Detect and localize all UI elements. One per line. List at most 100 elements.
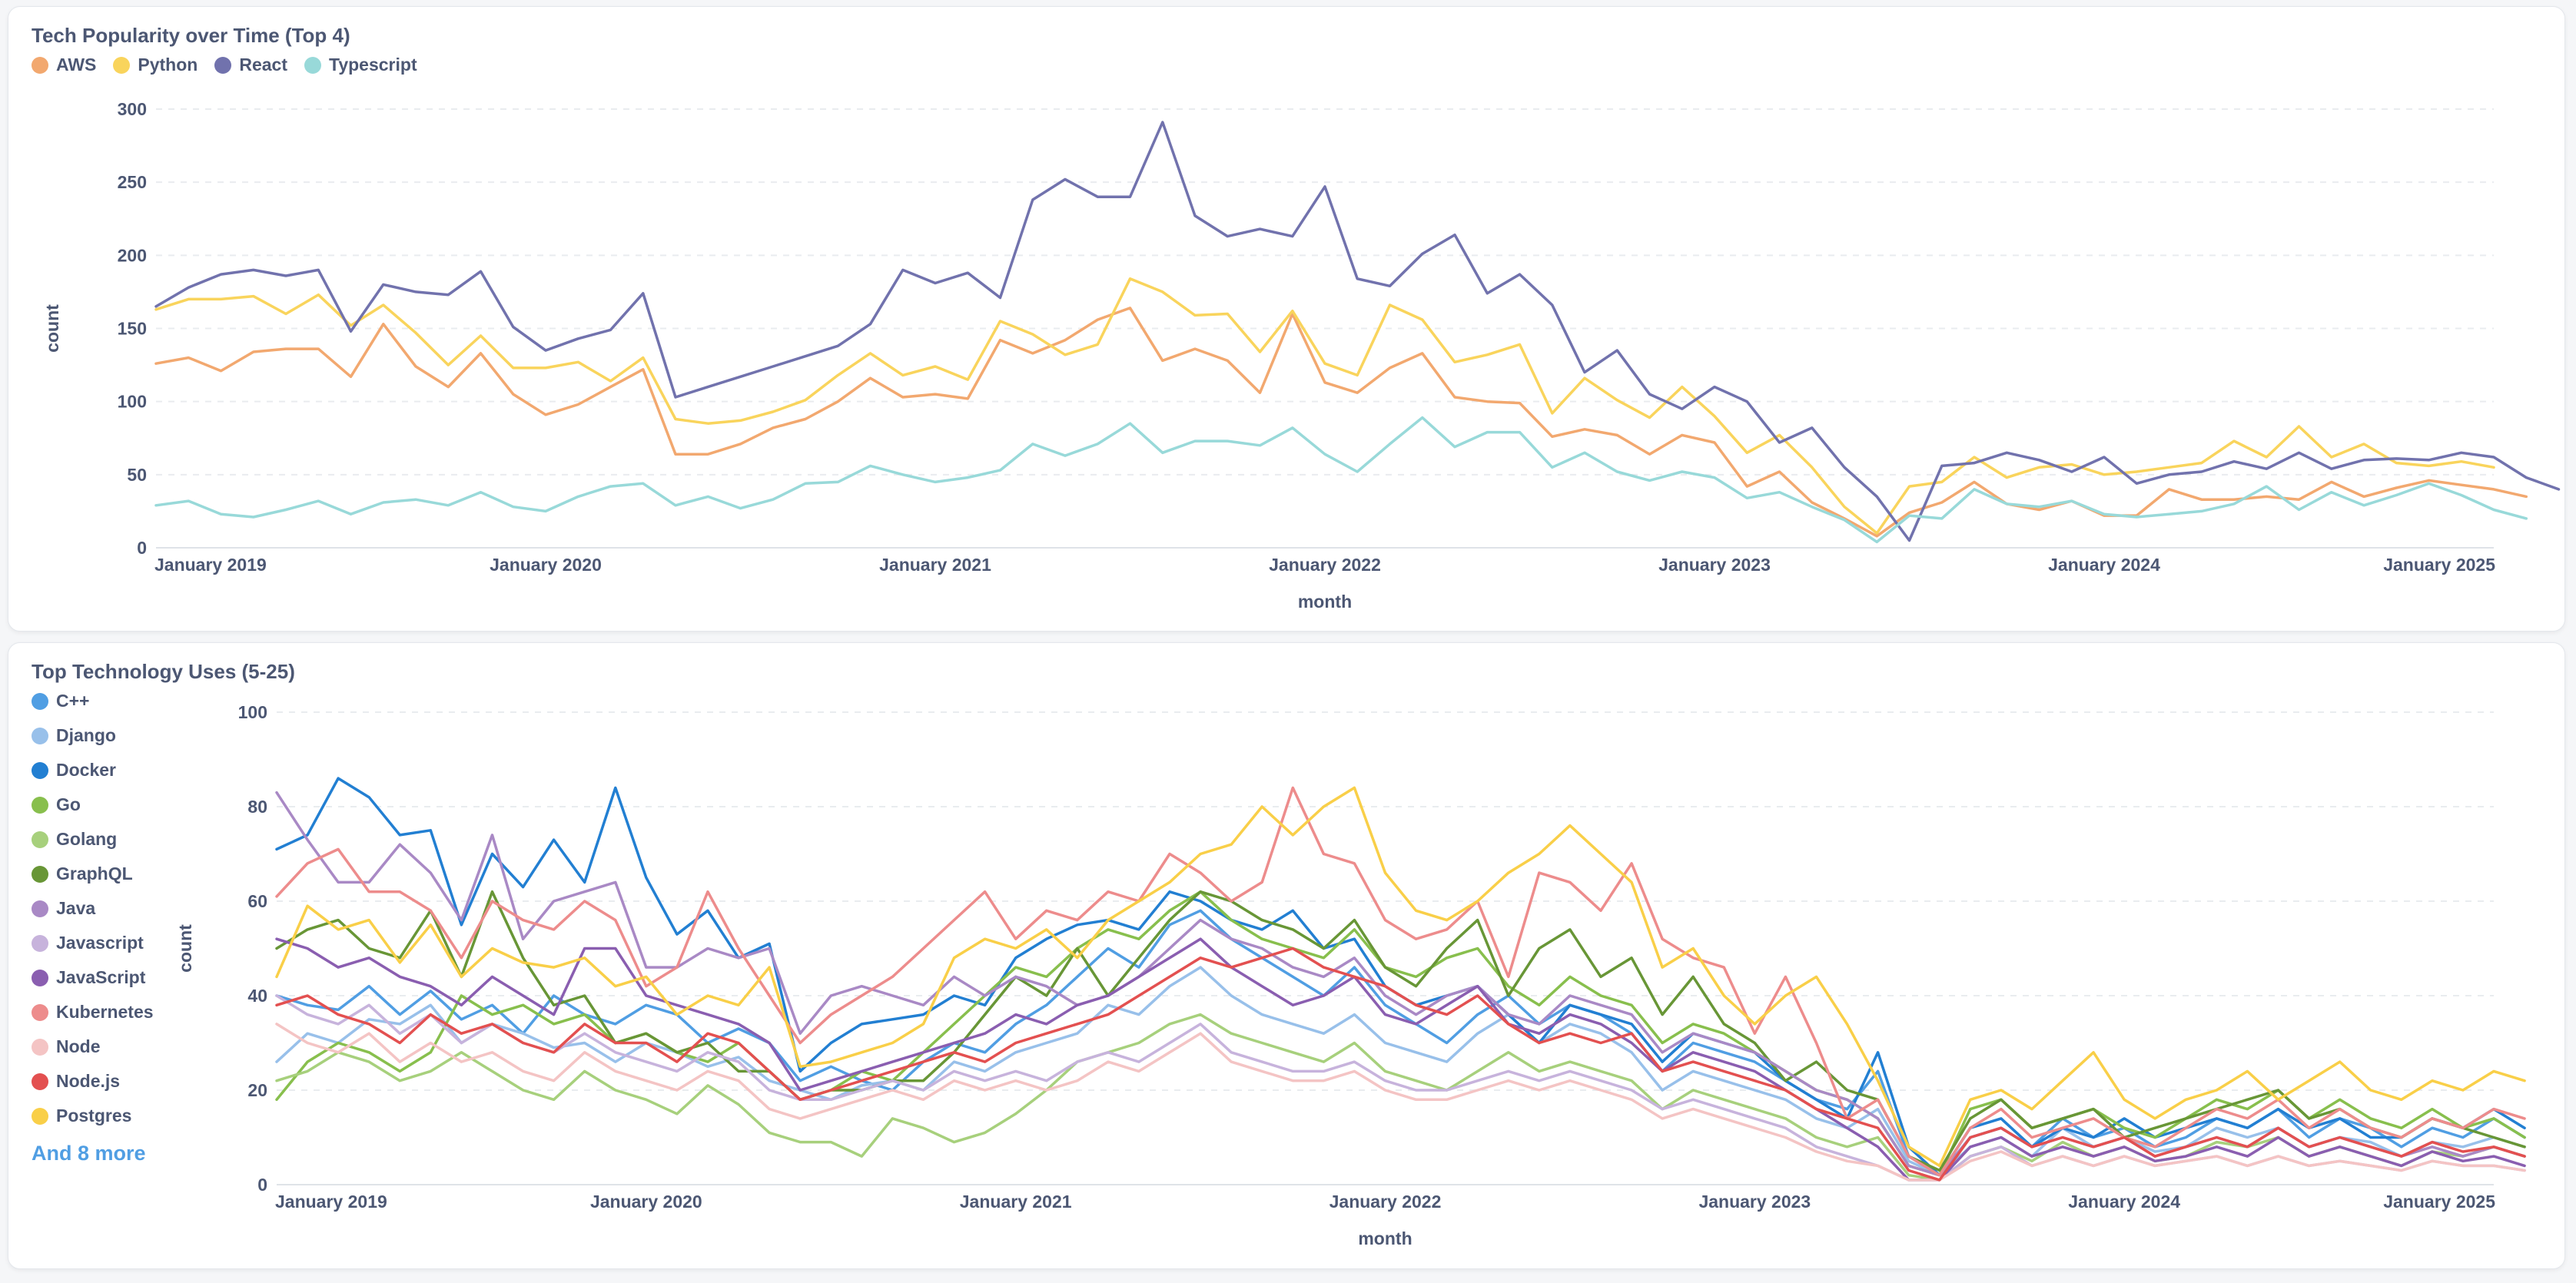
legend-item-python[interactable]: Python [113,55,198,75]
y-tick-label: 300 [118,99,147,119]
y-tick-label: 0 [137,538,147,558]
legend-item-docker[interactable]: Docker [32,758,154,782]
series-line-go[interactable] [275,890,2526,1177]
legend-item-postgres[interactable]: Postgres [32,1104,154,1128]
x-tick-label: January 2022 [1269,555,1381,575]
legend-item-django[interactable]: Django [32,724,154,748]
legend-label: Java [56,898,96,918]
legend-swatch [32,727,48,744]
y-tick-label: 0 [257,1175,267,1195]
legend-swatch [32,56,48,74]
series-line-graphql[interactable] [275,890,2526,1172]
legend-swatch [32,692,48,710]
y-tick-label: 150 [118,319,147,339]
legend-label: JavaScript [56,967,146,987]
legend-item-node[interactable]: Node [32,1035,154,1059]
series-line-python[interactable] [154,277,2495,535]
chart-title[interactable]: Tech Popularity over Time (Top 4) [32,24,350,47]
y-tick-label: 100 [118,392,147,412]
x-axis-title: month [1358,1228,1412,1248]
legend-item-graphql[interactable]: GraphQL [32,862,154,886]
legend-swatch [214,56,232,74]
legend-label: GraphQL [56,864,133,884]
legend-label: Postgres [56,1106,132,1126]
legend-label: AWS [56,55,97,75]
legend-item-javascript[interactable]: Javascript [32,931,154,955]
x-tick-label: January 2019 [154,555,267,575]
x-axis-title: month [1298,592,1352,612]
x-tick-label: January 2024 [2068,1192,2180,1212]
chart-card-uses: Top Technology Uses (5-25) C++ Django Dock… [8,642,2565,1269]
legend-swatch [32,934,48,952]
legend-swatch [32,830,48,848]
series-line-javascript[interactable] [275,937,2526,1182]
legend-label: Javascript [56,933,144,953]
x-tick-label: January 2024 [2048,555,2160,575]
legend-item-c-[interactable]: C++ [32,689,154,713]
series-line-node[interactable] [275,1023,2526,1182]
legend-label: Node [56,1036,101,1056]
x-tick-label: January 2021 [879,555,991,575]
legend-label: Typescript [329,55,417,75]
legend-label: React [239,55,287,75]
x-tick-label: January 2020 [590,1192,702,1212]
legend-item-aws[interactable]: AWS [32,55,96,75]
y-tick-label: 100 [238,702,267,722]
x-tick-label: January 2019 [275,1192,387,1212]
legend-label: Node.js [56,1071,121,1091]
y-tick-label: 250 [118,172,147,192]
legend-label: Django [56,725,116,745]
x-tick-label: January 2021 [960,1192,1072,1212]
x-tick-label: January 2025 [2383,555,2495,575]
x-tick-label: January 2023 [1658,555,1771,575]
legend-swatch [32,1107,48,1125]
y-tick-label: 20 [247,1080,267,1100]
line-chart-uses: 0 20 40 60 80 100 January 2019 January 2020 Janu… [175,702,2526,1248]
legend-item-typescript[interactable]: Typescript [304,55,417,75]
legend-label: Golang [56,829,118,849]
legend-item-golang[interactable]: Golang [32,827,154,851]
series-line-node-js[interactable] [275,947,2526,1182]
series-line-c-[interactable] [275,909,2526,1177]
legend-item-go[interactable]: Go [32,793,154,817]
legend-swatch [32,761,48,779]
legend-item-react[interactable]: React [214,55,287,75]
legend-swatch [304,56,321,74]
y-tick-label: 80 [247,797,267,817]
x-tick-label: January 2020 [490,555,602,575]
chart-card-top4: Tech Popularity over Time (Top 4) AWS Pyt… [8,6,2565,632]
legend-item-kubernetes[interactable]: Kubernetes [32,1000,154,1024]
legend-label: C++ [56,691,90,711]
chart-legend: C++ Django Docker Go Golang GraphQL Java Javasc… [32,689,154,1165]
x-tick-label: January 2025 [2383,1192,2495,1212]
series-line-typescript[interactable] [154,416,2528,544]
x-tick-label: January 2023 [1698,1192,1811,1212]
legend-swatch [32,969,48,986]
legend-label: Go [56,794,81,814]
legend-swatch [32,900,48,917]
legend-swatch [32,796,48,814]
legend-swatch [32,865,48,883]
legend-swatch [32,1003,48,1021]
series-line-postgres[interactable] [275,786,2526,1168]
legend-label: Kubernetes [56,1002,154,1022]
y-axis-title: count [175,924,195,973]
legend-item-java[interactable]: Java [32,897,154,920]
series-line-aws[interactable] [154,307,2528,538]
legend-item-javascript[interactable]: JavaScript [32,966,154,990]
chart-title[interactable]: Top Technology Uses (5-25) [32,660,295,683]
legend-swatch [32,1072,48,1090]
legend-item-node-js[interactable]: Node.js [32,1069,154,1093]
legend-label: Python [138,55,198,75]
y-tick-label: 50 [127,465,147,485]
y-tick-label: 40 [247,986,267,1006]
series-line-react[interactable] [154,121,2561,542]
y-axis-title: count [42,304,62,353]
legend-more-link[interactable]: And 8 more [32,1142,146,1165]
chart-legend: AWS Python React Typescript [32,55,417,75]
legend-swatch [113,56,131,74]
legend-swatch [32,1038,48,1056]
legend-label: Docker [56,760,116,780]
y-tick-label: 60 [247,891,267,911]
x-tick-label: January 2022 [1329,1192,1442,1212]
